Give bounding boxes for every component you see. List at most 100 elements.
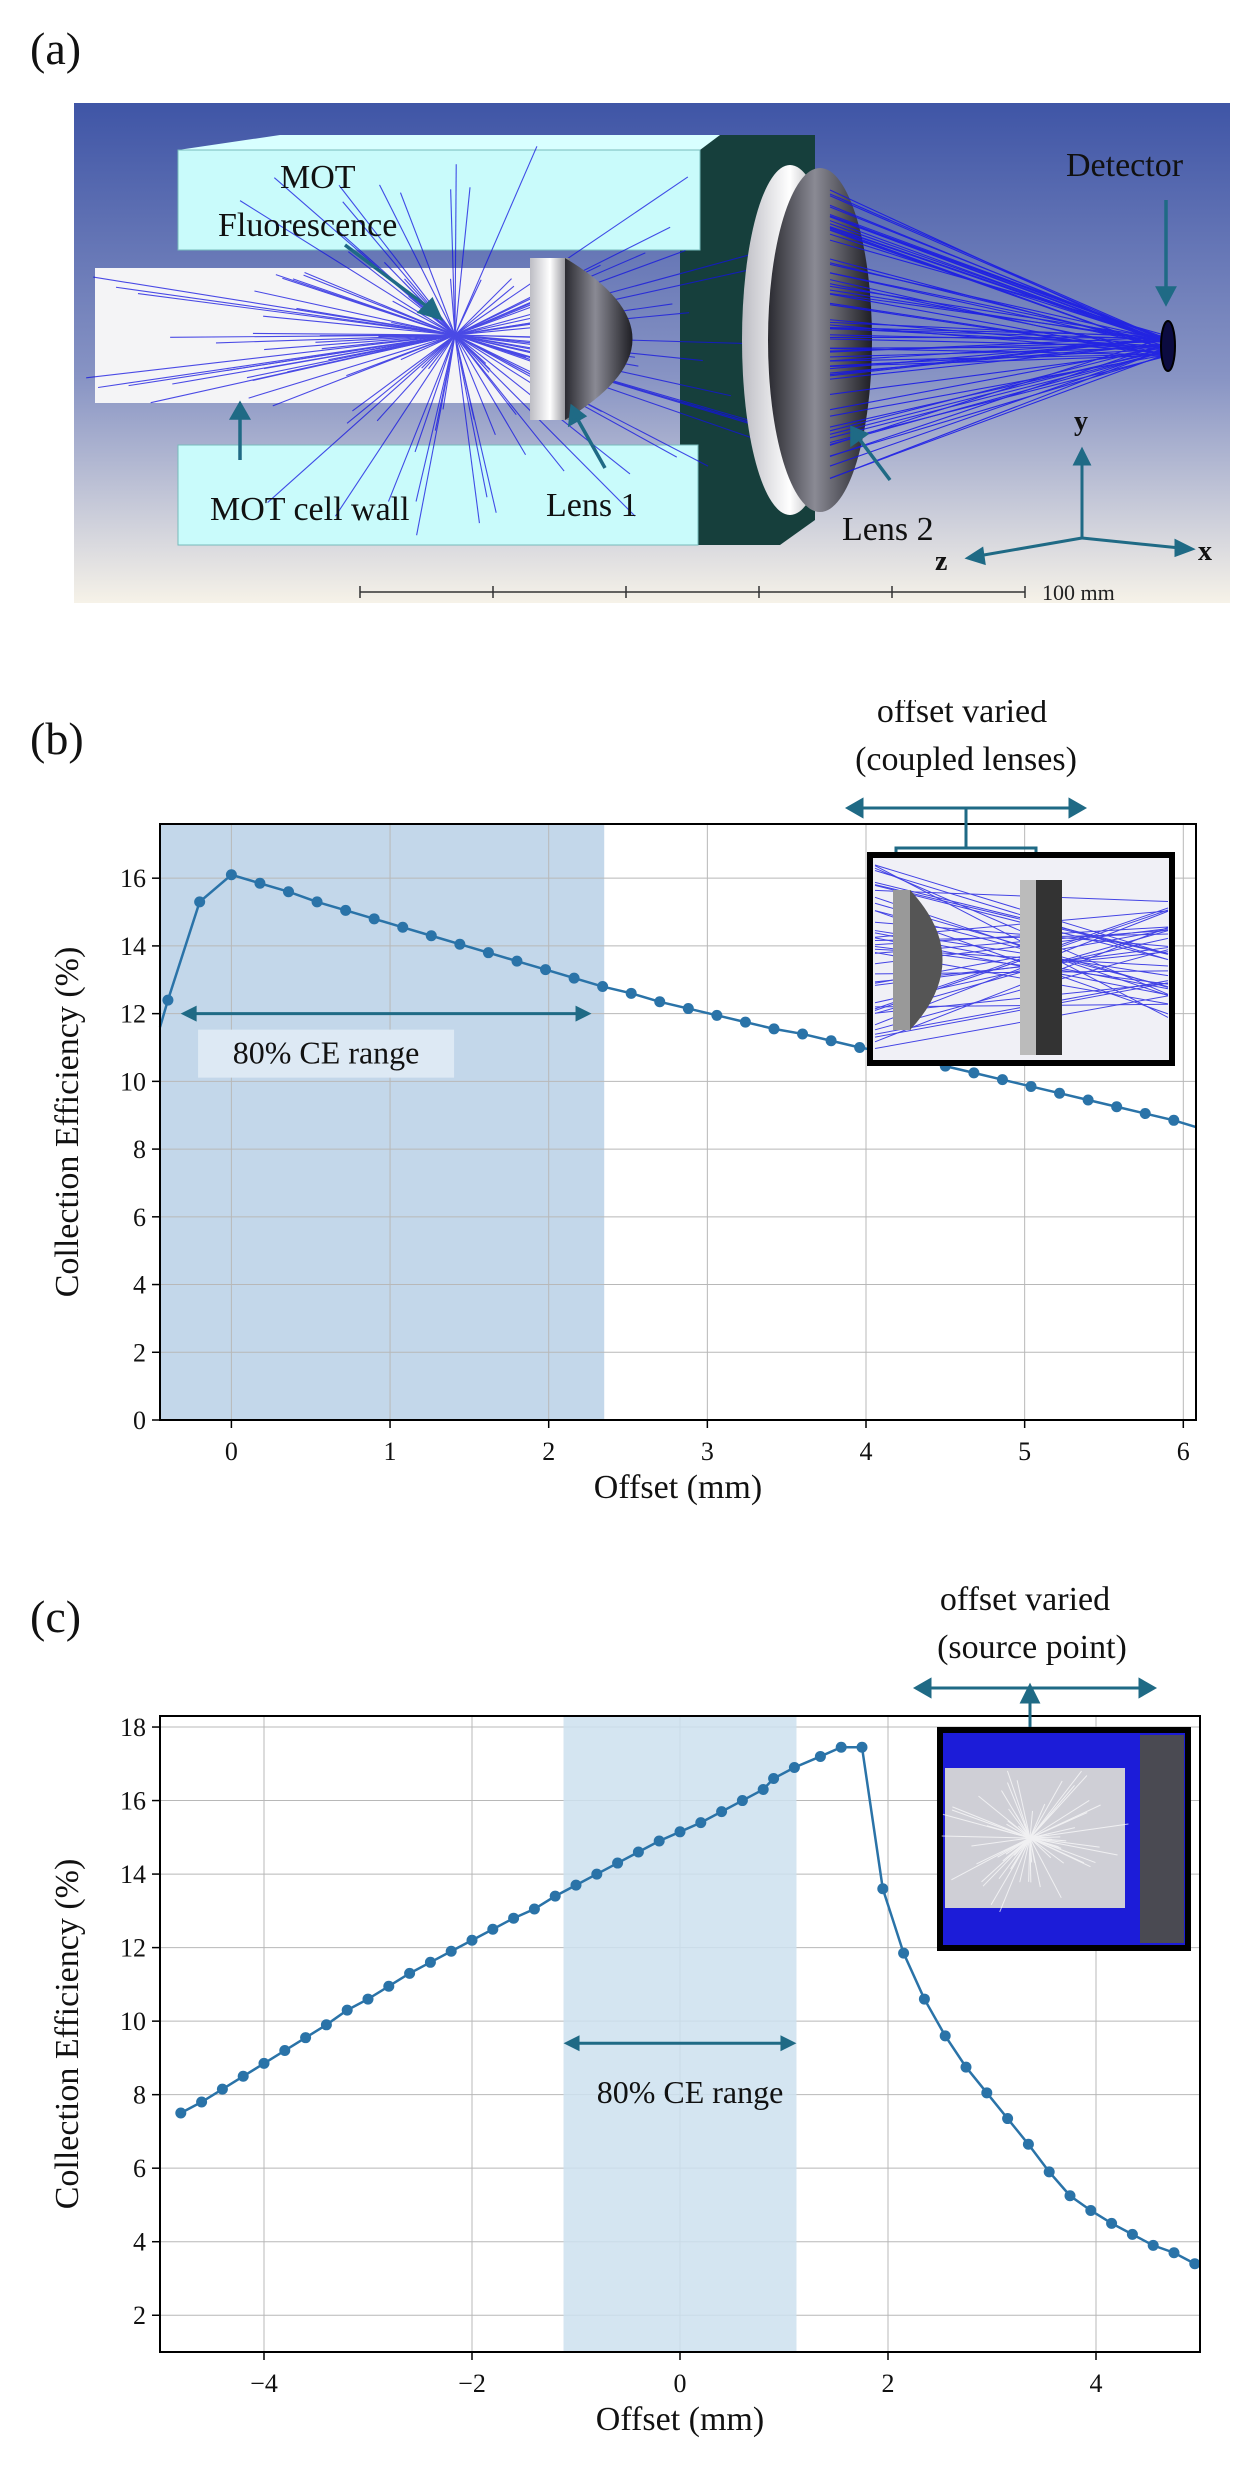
b-data-point [454, 938, 466, 950]
c-data-point [768, 1772, 780, 1784]
c-data-point [466, 1934, 478, 1946]
b-data-point [482, 947, 494, 959]
c-y-tick-label: 2 [133, 2301, 146, 2330]
c-data-point [1043, 2166, 1055, 2178]
b-data-point [739, 1016, 751, 1028]
b-data-point [1139, 1108, 1151, 1120]
c-data-point [528, 1903, 540, 1915]
chart-b-inset-title-1: offset varied [877, 700, 1047, 730]
c-y-tick-label: 8 [133, 2081, 146, 2110]
c-data-point [258, 2057, 270, 2069]
c-data-point [835, 1741, 847, 1753]
b-range-arrow-head-right [575, 1005, 592, 1022]
b-data-point [968, 1067, 980, 1079]
c-data-point [591, 1868, 603, 1880]
lens1-body [565, 258, 633, 420]
b-y-tick-label: 2 [133, 1338, 146, 1367]
c-data-point [175, 2107, 187, 2119]
c-data-point [716, 1806, 728, 1818]
c-data-point [1147, 2239, 1159, 2251]
ray-trace-render: MOT Fluorescence Detector MOT cell wall … [74, 103, 1230, 605]
chart-b-range-label-bg [198, 1029, 455, 1078]
chart-c-points [175, 1741, 1201, 2270]
chart-c-range-label: 80% CE range [597, 2074, 784, 2110]
axis-z-label: z [935, 546, 947, 577]
c-y-tick-label: 10 [120, 2007, 146, 2036]
c-data-point [757, 1784, 769, 1796]
b-y-tick-label: 12 [120, 1000, 146, 1029]
b-data-point [854, 1042, 866, 1053]
c-data-point [216, 2083, 228, 2095]
c-data-point [814, 1750, 826, 1762]
c-data-point [653, 1835, 665, 1847]
c-y-tick-label: 4 [133, 2228, 146, 2257]
b-data-point [162, 994, 174, 1006]
c-data-point [1106, 2217, 1118, 2229]
b-data-point [654, 996, 666, 1008]
lens1-rim [530, 258, 570, 420]
b-data-point [425, 930, 437, 942]
c-data-point [1022, 2138, 1034, 2150]
c-range-arrow-head-right [780, 2035, 797, 2052]
b-x-tick-label: 0 [225, 1437, 238, 1466]
chart-c-frame [159, 1715, 1201, 2353]
chart-b-inset-title-2: (coupled lenses) [855, 741, 1077, 778]
c-range-arrow-head-left [563, 2035, 580, 2052]
b-data-point [568, 972, 580, 984]
b-data-point [225, 869, 237, 881]
c-data-point [856, 1741, 868, 1753]
b-data-point [1082, 1094, 1094, 1106]
b-data-point [368, 913, 380, 925]
c-data-point [279, 2045, 291, 2057]
b-data-point [1054, 1087, 1066, 1099]
c-data-point [508, 1912, 520, 1924]
chart-b-x-ticks: 0 1 2 3 4 5 6 [225, 1420, 1190, 1466]
c-data-point [196, 2096, 208, 2108]
c-x-tick-label: 2 [882, 2369, 895, 2398]
label-cell-wall: MOT cell wall [210, 491, 410, 528]
c-data-point [632, 1846, 644, 1858]
b-x-tick-label: 2 [542, 1437, 555, 1466]
panel-a-label: (a) [30, 23, 82, 74]
scale-bar-label: 100 mm [1042, 580, 1115, 605]
c-data-point [1085, 2204, 1097, 2216]
chart-b-inset-image [867, 852, 1175, 1066]
chart-c-y-ticks: 2 4 6 8 10 12 14 16 18 [120, 1713, 160, 2330]
b-data-point [682, 1003, 694, 1015]
b-data-point [768, 1023, 780, 1035]
b-data-point [340, 904, 352, 916]
c-data-point [424, 1956, 436, 1968]
chart-b-y-axis-label: Collection Efficiency (%) [49, 947, 86, 1298]
b-data-point [1168, 1114, 1180, 1126]
b-data-point [540, 964, 552, 976]
c-data-point [1168, 2247, 1180, 2259]
b-data-point [194, 896, 206, 908]
panel-c-label: (c) [30, 1591, 82, 1642]
chart-c: −4 −2 0 2 4 2 4 6 8 10 12 14 16 18 80% CE range offs… [49, 1581, 1201, 2438]
b-y-tick-label: 0 [133, 1406, 146, 1435]
c-y-tick-label: 18 [120, 1713, 146, 1742]
b-data-point [1111, 1101, 1123, 1113]
detector [1160, 320, 1176, 372]
b-data-point [711, 1009, 723, 1021]
b-data-point [797, 1028, 809, 1040]
b-data-point [597, 981, 609, 993]
chart-c-inset-arrow [912, 1677, 1158, 1830]
c-data-point [383, 1980, 395, 1992]
chart-b-frame [159, 823, 1197, 1421]
b-data-point [311, 896, 323, 908]
b-x-tick-label: 4 [860, 1437, 873, 1466]
c-y-tick-label: 16 [120, 1787, 146, 1816]
b-y-tick-label: 4 [133, 1271, 146, 1300]
b-x-tick-label: 3 [701, 1437, 714, 1466]
upper-wall-top [178, 135, 720, 150]
b-data-point [511, 955, 523, 967]
c-x-tick-label: 4 [1090, 2369, 1103, 2398]
b-range-arrow-head-left [180, 1005, 197, 1022]
c-y-tick-label: 14 [120, 1860, 146, 1889]
b-x-tick-label: 1 [384, 1437, 397, 1466]
c-data-point [570, 1879, 582, 1891]
b-y-tick-label: 10 [120, 1067, 146, 1096]
axis-x-label: x [1198, 536, 1212, 567]
